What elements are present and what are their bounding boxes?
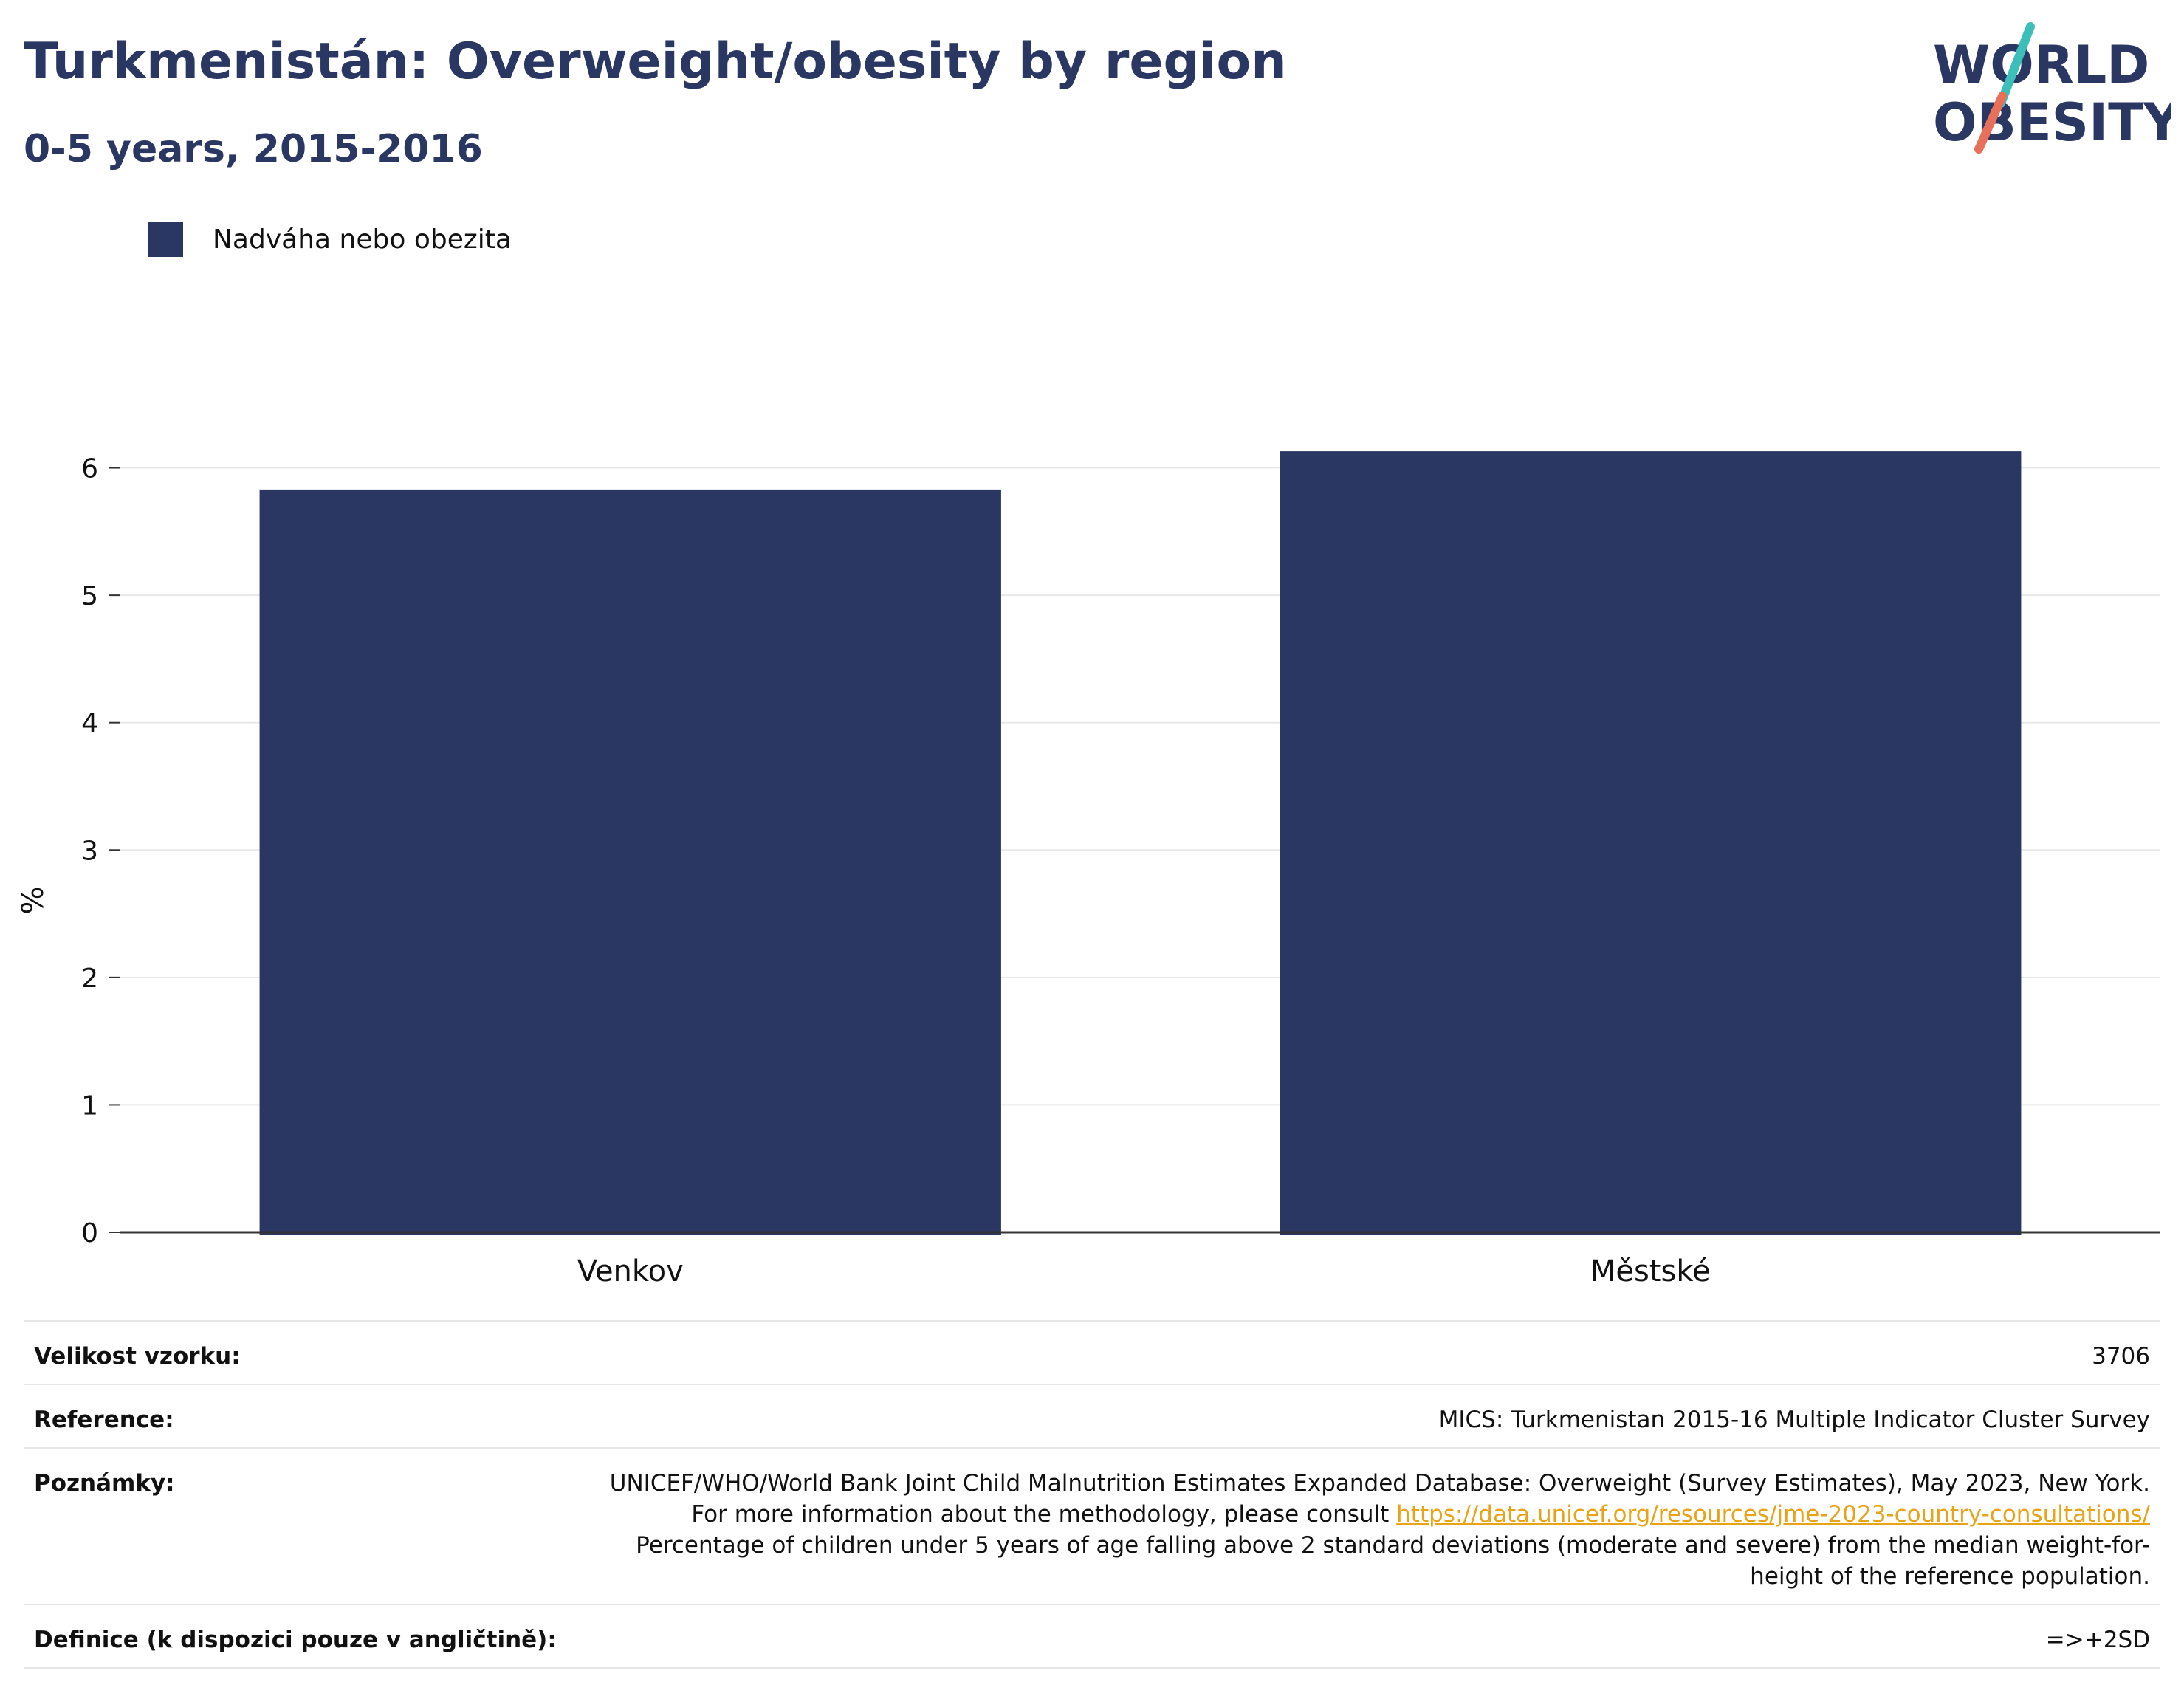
notes-text-2: Percentage of children under 5 years of … [636,1532,2150,1590]
definition-value: =>+2SD [2045,1627,2150,1653]
y-tick-label: 4 [81,709,98,739]
bar-1 [259,489,1001,1235]
notes-row: Poznámky: UNICEF/WHO/World Bank Joint Ch… [24,1447,2160,1604]
notes-link[interactable]: https://data.unicef.org/resources/jme-20… [1396,1501,2150,1528]
bar-chart: 0 1 2 3 4 5 6% Venkov Městské [16,451,2160,1288]
world-obesity-logo: WORLD OBESITY [1933,22,2171,154]
y-tick-label: 0 [81,1218,98,1249]
sample-size-row: Velikost vzorku: 3706 [24,1320,2160,1384]
legend-label: Nadváha nebo obezita [213,224,512,255]
definition-row: Definice (k dispozici pouze v angličtině… [24,1604,2160,1669]
y-tick-label: 6 [81,454,98,484]
legend-swatch [148,222,183,257]
svg-text:OBESITY: OBESITY [1933,92,2171,153]
sample-size-value: 3706 [2092,1343,2150,1370]
bar-2 [1280,451,2022,1235]
x-tick-label: Venkov [577,1254,684,1288]
notes-value: UNICEF/WHO/World Bank Joint Child Malnut… [600,1468,2150,1592]
reference-label: Reference: [34,1407,174,1433]
chart-legend: Nadváha nebo obezita [148,219,512,260]
y-tick-label: 1 [81,1091,98,1121]
svg-text:WORLD: WORLD [1933,35,2149,95]
notes-text-1: UNICEF/WHO/World Bank Joint Child Malnut… [609,1470,2150,1528]
metadata-table: Velikost vzorku: 3706 Reference: MICS: T… [24,1320,2160,1669]
chart-subtitle: 0-5 years, 2015-2016 [24,127,483,171]
y-tick-label: 5 [81,581,98,611]
reference-value: MICS: Turkmenistan 2015-16 Multiple Indi… [1438,1407,2150,1433]
y-tick-label: 3 [81,836,98,866]
chart-title: Turkmenistán: Overweight/obesity by regi… [24,32,1287,91]
notes-label: Poznámky: [34,1470,175,1497]
y-axis-label: % [16,886,50,914]
reference-row: Reference: MICS: Turkmenistan 2015-16 Mu… [24,1384,2160,1447]
x-tick-label: Městské [1590,1254,1711,1288]
sample-size-label: Velikost vzorku: [34,1343,241,1370]
y-tick-label: 2 [81,964,98,994]
definition-label: Definice (k dispozici pouze v angličtině… [34,1627,557,1653]
